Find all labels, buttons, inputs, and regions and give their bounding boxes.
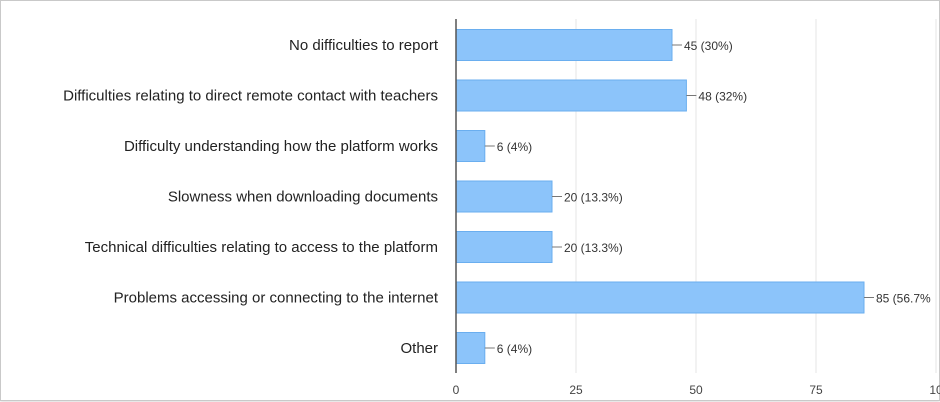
bar	[455, 29, 673, 61]
bar	[455, 231, 553, 263]
data-label: 20 (13.3%)	[564, 241, 623, 255]
category-label: Technical difficulties relating to acces…	[85, 239, 438, 256]
x-tick-label: 0	[453, 383, 460, 397]
data-label: 20 (13.3%)	[564, 191, 623, 205]
data-label: 6 (4%)	[497, 140, 532, 154]
category-label: Other	[400, 340, 438, 357]
bar	[455, 332, 486, 364]
bar	[455, 180, 553, 213]
bars	[455, 29, 865, 364]
data-label: 45 (30%)	[684, 39, 733, 53]
value-labels: 45 (30%) 48 (32%) 6 (4%) 20 (13.3%) 20 (13.3…	[497, 39, 931, 356]
category-label: Slowness when downloading documents	[168, 189, 438, 206]
category-label: No difficulties to report	[289, 37, 439, 54]
x-tick-label: 50	[689, 383, 703, 397]
gridlines	[575, 19, 937, 373]
data-label: 6 (4%)	[497, 342, 532, 356]
category-labels: No difficulties to report Difficulties re…	[63, 37, 439, 357]
bar	[455, 281, 865, 314]
data-label: 48 (32%)	[698, 90, 747, 104]
data-label: 85 (56.7%	[876, 292, 931, 306]
leader-lines	[484, 44, 874, 349]
category-label: Difficulty understanding how the platfor…	[124, 138, 438, 155]
x-tick-label: 75	[809, 383, 823, 397]
bar	[455, 79, 687, 112]
bar	[455, 130, 486, 162]
category-label: Difficulties relating to direct remote c…	[63, 88, 438, 105]
x-tick-label: 10	[929, 383, 940, 397]
x-axis-ticks: 0 25 50 75 10	[453, 383, 940, 397]
x-tick-label: 25	[569, 383, 583, 397]
category-label: Problems accessing or connecting to the …	[114, 290, 439, 307]
